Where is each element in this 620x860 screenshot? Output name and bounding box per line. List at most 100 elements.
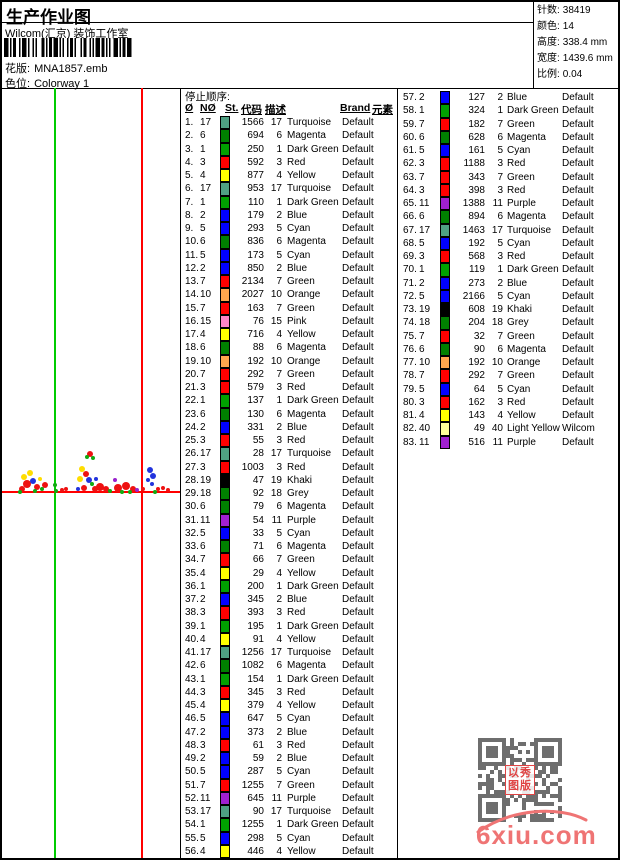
stitch-count-cell: 379	[247, 700, 264, 711]
description-cell: Orange	[507, 357, 541, 368]
brand-cell: Default	[562, 383, 594, 395]
needle-cell: 3	[419, 184, 425, 196]
needle-cell: 3	[419, 251, 425, 262]
code-cell: 1	[276, 819, 282, 831]
description-cell: Purple	[287, 514, 316, 526]
seq-cell: 73.	[403, 304, 417, 315]
description-cell: Dark Green	[287, 395, 339, 407]
needle-cell: 2	[200, 753, 206, 764]
code-cell: 7	[276, 554, 282, 566]
column-header-seq: Ø	[185, 102, 194, 114]
needle-cell: 4	[200, 170, 206, 181]
table-row: 80. 3 162 3 Red Default	[398, 395, 618, 409]
color-swatch	[220, 235, 230, 249]
seq-cell: 23.	[185, 408, 199, 420]
table-row: 60. 6 628 6 Magenta Default	[398, 130, 618, 144]
color-swatch	[220, 222, 230, 236]
brand-cell: Default	[342, 713, 374, 725]
table-row: 19. 10 192 10 Orange Default	[181, 354, 397, 368]
description-cell: Cyan	[507, 237, 531, 249]
embroidery-flower-dot	[87, 451, 93, 457]
color-swatch	[220, 712, 230, 726]
brand-cell: Default	[562, 171, 594, 183]
seq-cell: 53.	[185, 806, 199, 817]
color-swatch	[220, 778, 230, 792]
table-row: 42. 6 1082 6 Magenta Default	[181, 659, 397, 673]
table-row: 35. 4 29 4 Yellow Default	[181, 566, 397, 580]
code-cell: 3	[276, 435, 282, 446]
color-swatch	[220, 513, 230, 527]
color-swatch	[220, 818, 230, 832]
table-row: 6. 17 953 17 Turquoise Default	[181, 182, 397, 196]
needle-cell: 11	[419, 198, 430, 209]
color-swatch	[220, 831, 230, 845]
seq-cell: 38.	[185, 607, 199, 619]
code-cell: 4	[276, 170, 282, 181]
color-swatch	[220, 275, 230, 289]
table-row: 41. 17 1256 17 Turquoise Default	[181, 646, 397, 660]
code-cell: 6	[276, 541, 282, 552]
code-cell: 4	[276, 845, 282, 857]
stitch-count-cell: 836	[247, 236, 264, 248]
embroidery-flower-dot	[77, 476, 83, 482]
brand-cell: Default	[342, 673, 374, 685]
seq-cell: 39.	[185, 620, 199, 632]
stitch-count-cell: 91	[252, 633, 264, 645]
description-cell: Green	[287, 554, 315, 566]
needle-cell: 1	[200, 819, 206, 831]
table-row: 45. 4 379 4 Yellow Default	[181, 699, 397, 713]
brand-cell: Default	[342, 832, 374, 844]
seq-cell: 41.	[185, 647, 199, 658]
code-cell: 40	[491, 423, 503, 435]
color-swatch	[220, 407, 230, 421]
brand-cell: Default	[562, 224, 594, 236]
seq-cell: 54.	[185, 819, 199, 831]
description-cell: Yellow	[287, 170, 316, 181]
color-swatch	[220, 606, 230, 620]
color-swatch	[440, 197, 450, 211]
needle-cell: 18	[200, 488, 212, 499]
code-cell: 5	[497, 383, 503, 395]
qr-code	[478, 738, 562, 822]
code-cell: 7	[276, 779, 282, 791]
table-row: 53. 17 90 17 Turquoise Default	[181, 805, 397, 819]
needle-cell: 5	[419, 145, 425, 156]
needle-cell: 4	[200, 567, 206, 579]
seq-cell: 21.	[185, 382, 199, 393]
color-swatch	[220, 261, 230, 275]
brand-cell: Default	[342, 421, 374, 433]
width-row: 宽度: 1439.6 mm	[537, 53, 613, 64]
needle-cell: 4	[200, 329, 206, 340]
seq-cell: 50.	[185, 766, 199, 778]
code-cell: 5	[276, 223, 282, 234]
stitch-count-cell: 49	[473, 423, 485, 435]
stitch-count-cell: 162	[468, 396, 485, 408]
description-cell: Dark Green	[287, 580, 339, 592]
column-header-element: 元素	[372, 104, 393, 116]
code-cell: 6	[276, 342, 282, 354]
brand-cell: Default	[562, 290, 594, 302]
brand-cell: Default	[342, 223, 374, 234]
description-cell: Dark Green	[507, 105, 559, 117]
description-cell: Turquoise	[287, 117, 332, 128]
description-cell: Red	[507, 251, 526, 262]
code-cell: 3	[276, 607, 282, 619]
color-swatch	[220, 487, 230, 501]
brand-cell: Default	[342, 355, 374, 367]
code-cell: 18	[491, 317, 503, 329]
needle-cell: 1	[200, 196, 206, 208]
description-cell: Cyan	[287, 249, 311, 261]
stitch-count-cell: 647	[247, 713, 264, 725]
needle-cell: 3	[419, 158, 425, 170]
brand-cell: Default	[562, 145, 594, 156]
table-row: 54. 1 1255 1 Dark Green Default	[181, 818, 397, 832]
table-row: 37. 2 345 2 Blue Default	[181, 593, 397, 607]
code-cell: 17	[270, 117, 282, 128]
color-swatch	[220, 540, 230, 554]
table-row: 78. 7 292 7 Green Default	[398, 369, 618, 383]
table-row: 32. 5 33 5 Cyan Default	[181, 526, 397, 540]
table-row: 64. 3 398 3 Red Default	[398, 183, 618, 197]
needle-cell: 40	[419, 423, 431, 435]
brand-cell: Default	[562, 184, 594, 196]
needle-cell: 5	[419, 237, 425, 249]
